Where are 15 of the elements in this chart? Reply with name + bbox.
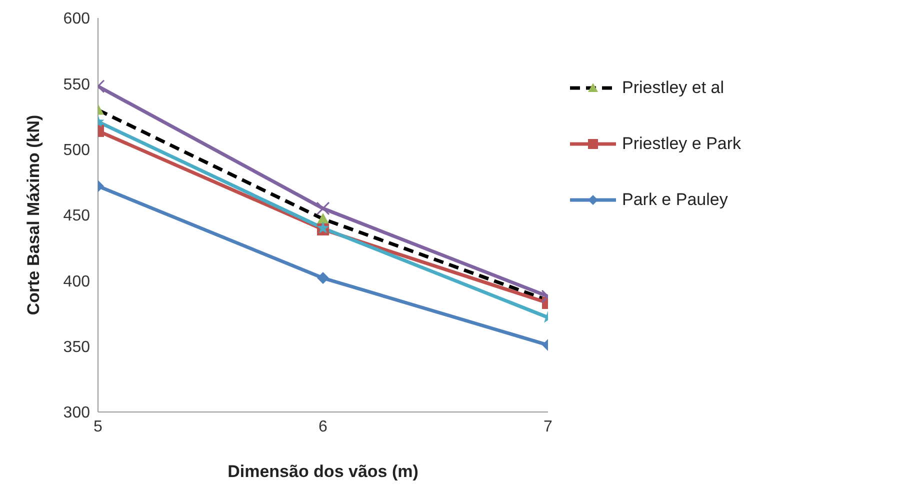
x-tick-label: 5 [94, 418, 103, 436]
x-axis-title: Dimensão dos vãos (m) [228, 462, 418, 481]
y-tick-label: 350 [63, 339, 90, 356]
legend-label: Priestley e Park [622, 134, 742, 154]
y-tick-label: 450 [63, 208, 90, 225]
x-tick-label: 7 [544, 418, 553, 436]
x-tick-label: 6 [318, 418, 328, 436]
y-tick-label: 300 [63, 404, 90, 422]
y-tick-label: 600 [63, 10, 90, 28]
y-axis-title: Corte Basal Máximo (kN) [24, 114, 44, 316]
y-tick-label: 400 [63, 273, 90, 290]
legend-label: Park e Pauley [622, 190, 728, 210]
y-tick-label: 500 [63, 142, 90, 160]
y-tick-label: 550 [63, 76, 90, 94]
legend-label: Priestley et al [622, 78, 724, 98]
